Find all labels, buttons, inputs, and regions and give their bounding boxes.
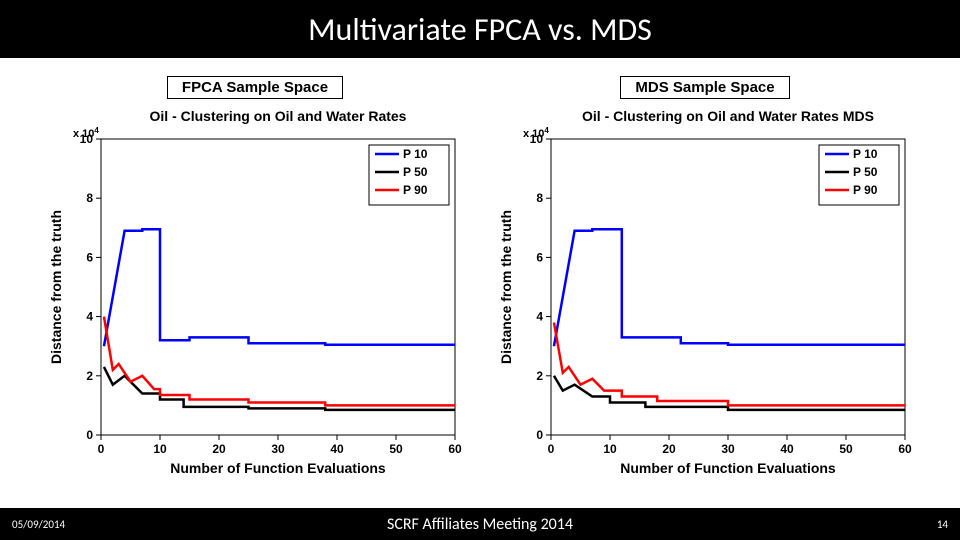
footer-date: 05/09/2014 xyxy=(12,518,65,531)
svg-text:P 50: P 50 xyxy=(403,165,428,179)
svg-text:6: 6 xyxy=(536,250,543,264)
svg-text:P 10: P 10 xyxy=(853,147,878,161)
svg-text:P 50: P 50 xyxy=(853,165,878,179)
chart-panels: FPCA Sample Space 01020304050600246810Oi… xyxy=(0,58,960,485)
svg-text:Oil - Clustering on Oil and Wa: Oil - Clustering on Oil and Water Rates xyxy=(150,108,407,124)
svg-text:10: 10 xyxy=(603,442,617,456)
svg-text:50: 50 xyxy=(839,442,853,456)
slide-title-bar: Multivariate FPCA vs. MDS xyxy=(0,0,960,58)
svg-text:2: 2 xyxy=(536,369,543,383)
svg-text:Oil - Clustering on Oil and Wa: Oil - Clustering on Oil and Water Rates … xyxy=(582,108,874,124)
svg-text:6: 6 xyxy=(86,250,93,264)
svg-text:0: 0 xyxy=(98,442,105,456)
panel-mds: MDS Sample Space 01020304050600246810Oil… xyxy=(495,76,915,485)
svg-text:P 90: P 90 xyxy=(403,183,428,197)
svg-text:40: 40 xyxy=(780,442,794,456)
svg-text:0: 0 xyxy=(86,428,93,442)
svg-text:x 104: x 104 xyxy=(523,126,549,141)
svg-text:x 104: x 104 xyxy=(73,126,99,141)
svg-text:40: 40 xyxy=(330,442,344,456)
svg-text:60: 60 xyxy=(898,442,912,456)
svg-text:10: 10 xyxy=(153,442,167,456)
panel-fpca: FPCA Sample Space 01020304050600246810Oi… xyxy=(45,76,465,485)
chart-mds: 01020304050600246810Oil - Clustering on … xyxy=(495,105,915,485)
svg-text:0: 0 xyxy=(548,442,555,456)
slide-title: Multivariate FPCA vs. MDS xyxy=(308,10,652,49)
svg-text:Number of Function Evaluations: Number of Function Evaluations xyxy=(170,460,386,476)
svg-text:30: 30 xyxy=(271,442,285,456)
panel-mds-label: MDS Sample Space xyxy=(620,76,789,99)
svg-text:P 10: P 10 xyxy=(403,147,428,161)
svg-text:Number of Function Evaluations: Number of Function Evaluations xyxy=(620,460,836,476)
svg-text:Distance from the truth: Distance from the truth xyxy=(48,210,64,364)
footer-page: 14 xyxy=(937,518,948,531)
panel-fpca-label: FPCA Sample Space xyxy=(167,76,343,99)
svg-text:P 90: P 90 xyxy=(853,183,878,197)
svg-text:4: 4 xyxy=(536,310,543,324)
svg-text:20: 20 xyxy=(212,442,226,456)
svg-text:60: 60 xyxy=(448,442,462,456)
svg-text:Distance from the truth: Distance from the truth xyxy=(498,210,514,364)
svg-text:4: 4 xyxy=(86,310,93,324)
svg-text:0: 0 xyxy=(536,428,543,442)
svg-text:50: 50 xyxy=(389,442,403,456)
footer-center: SCRF Affiliates Meeting 2014 xyxy=(0,515,960,534)
footer-bar: 05/09/2014 SCRF Affiliates Meeting 2014 … xyxy=(0,508,960,540)
chart-fpca: 01020304050600246810Oil - Clustering on … xyxy=(45,105,465,485)
svg-text:20: 20 xyxy=(662,442,676,456)
svg-text:8: 8 xyxy=(536,191,543,205)
svg-text:30: 30 xyxy=(721,442,735,456)
svg-text:8: 8 xyxy=(86,191,93,205)
svg-text:2: 2 xyxy=(86,369,93,383)
